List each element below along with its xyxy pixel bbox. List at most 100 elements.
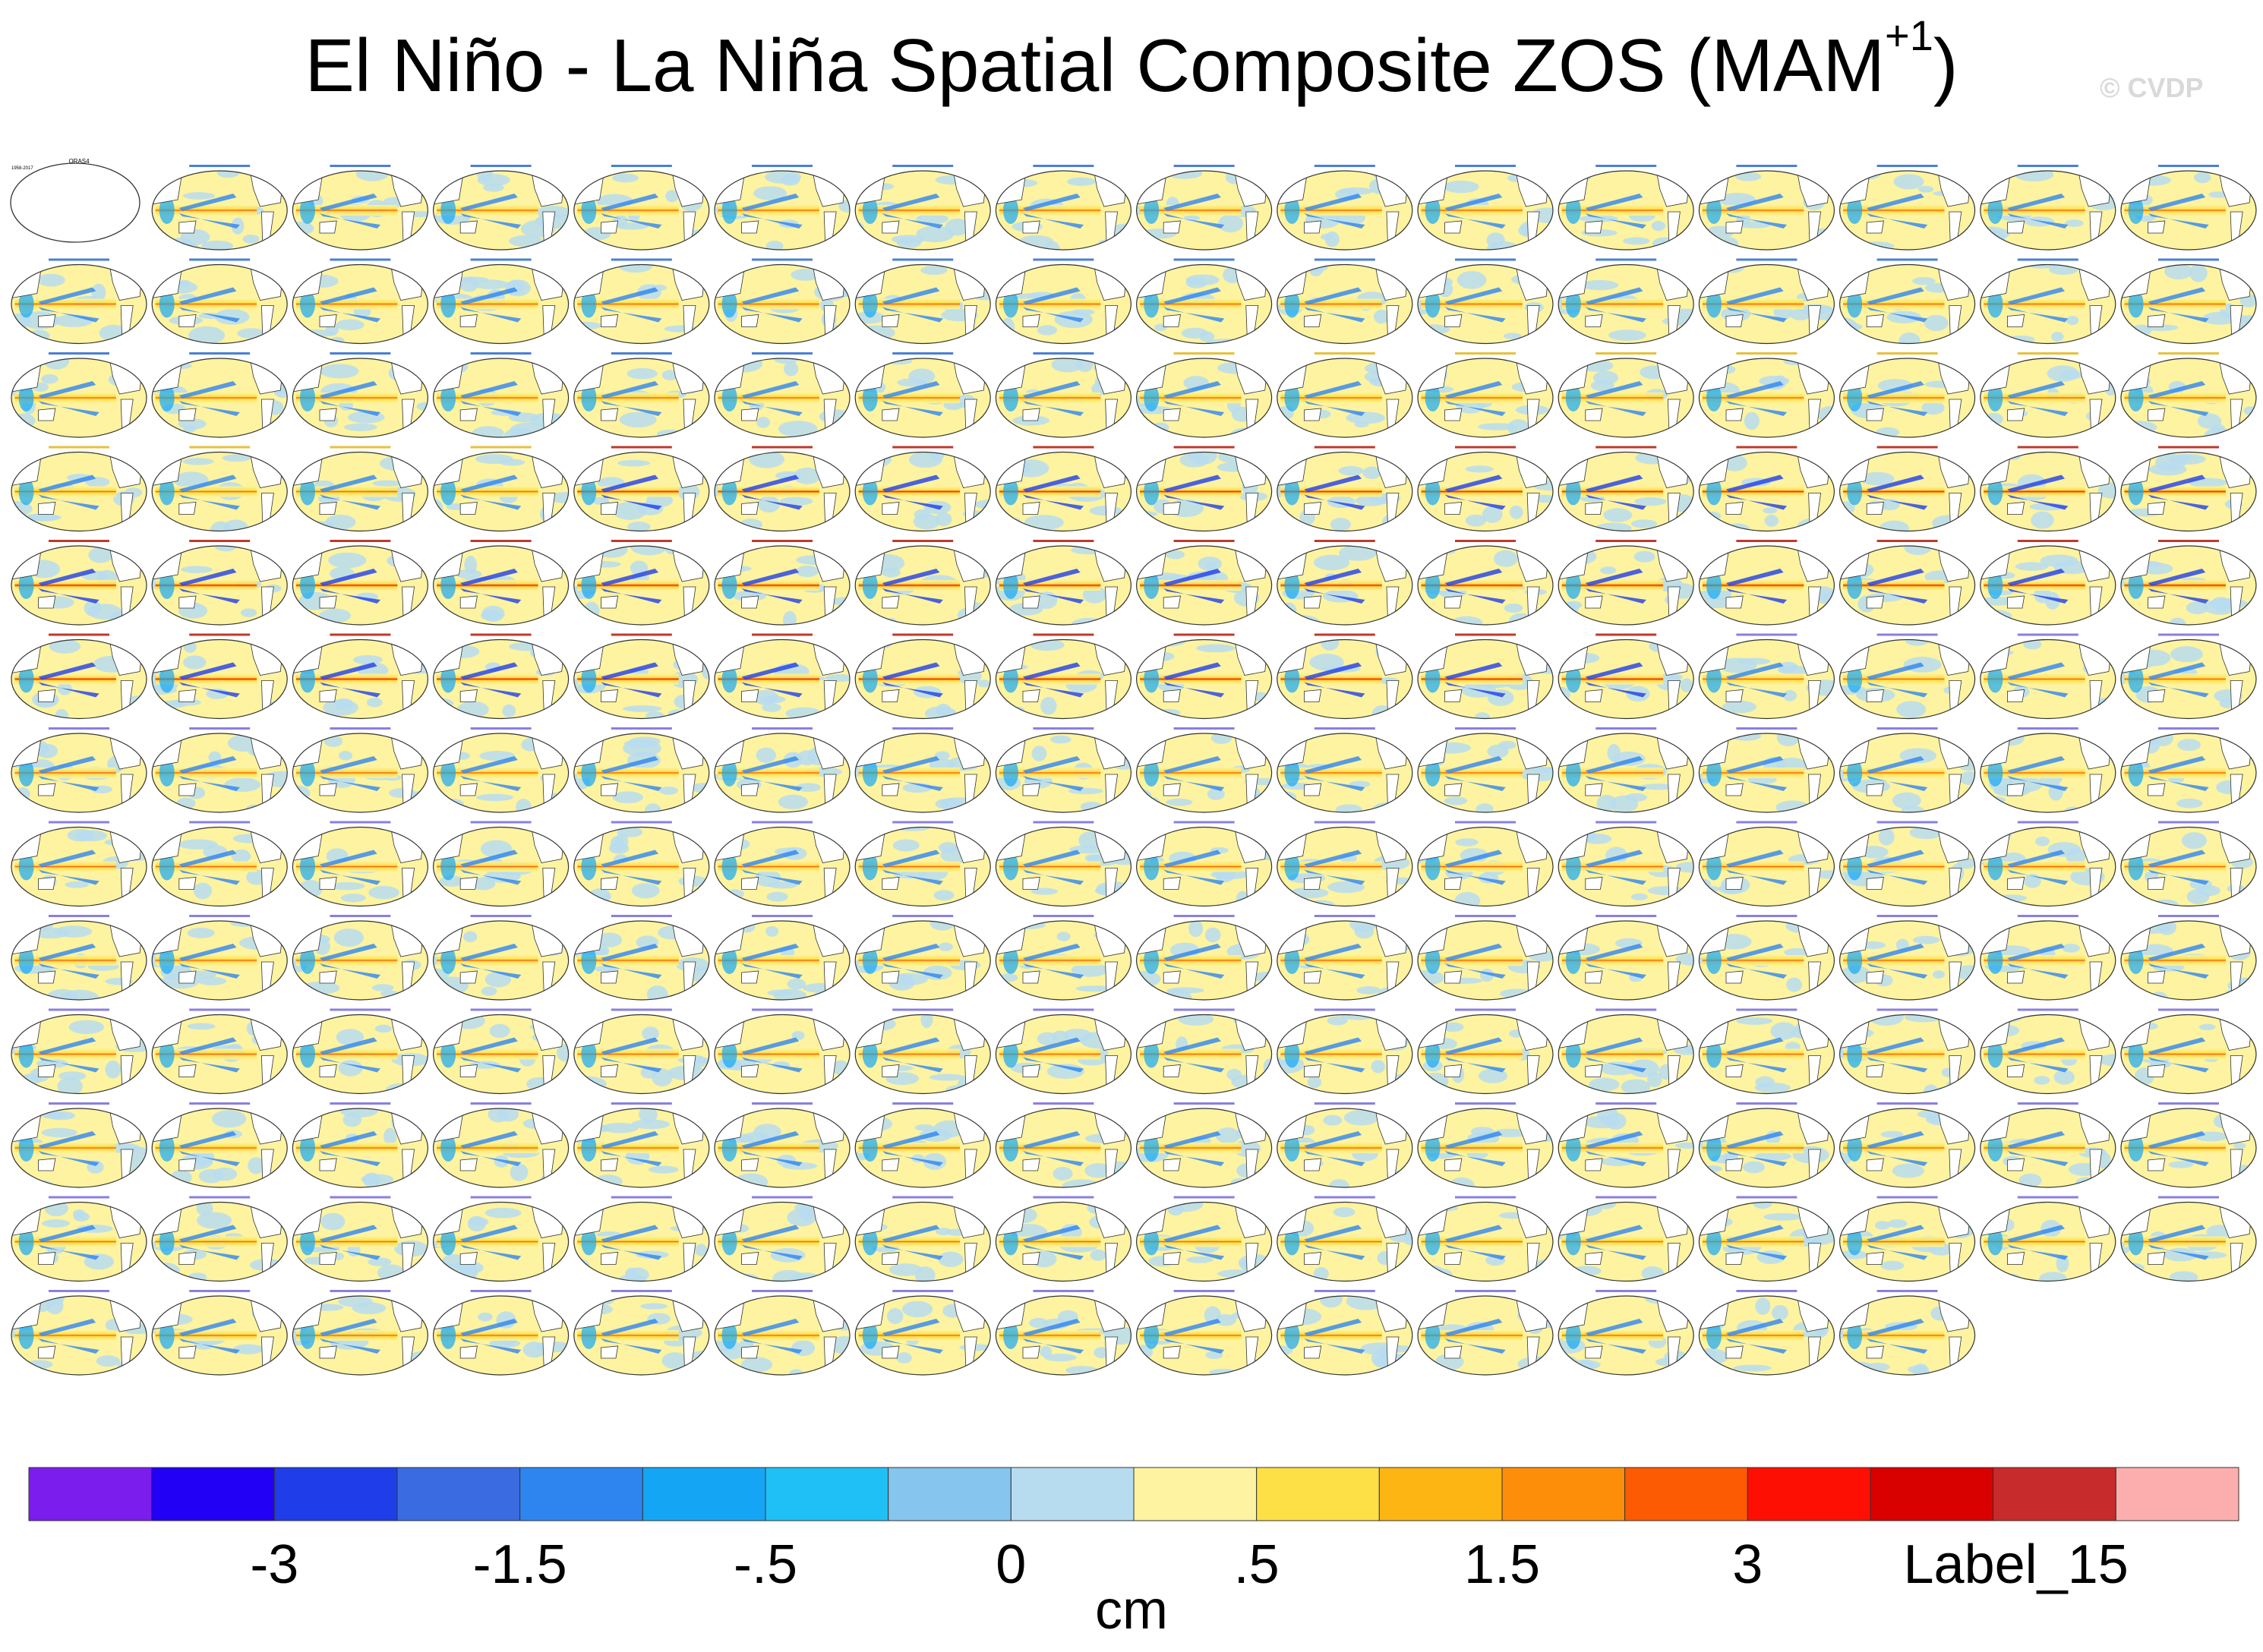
map-panel — [995, 821, 1132, 907]
panel-title-mark — [752, 633, 813, 636]
panel-title-mark — [752, 258, 813, 261]
panel-title-mark — [330, 1290, 391, 1292]
panel-title-mark — [1033, 821, 1094, 824]
panel-title-mark — [2158, 821, 2219, 824]
panel-title-mark — [330, 633, 391, 636]
panel-title-mark — [1595, 915, 1657, 917]
map-panel — [292, 633, 428, 720]
map-panel — [1698, 1290, 1835, 1376]
panel-title-mark — [892, 1196, 954, 1199]
panel-title-mark — [1314, 821, 1375, 824]
map-panel-grid: ORAS4 1958-2017 — [10, 158, 2257, 1376]
colorbar-box — [1747, 1467, 1871, 1521]
panel-title-mark — [2158, 165, 2219, 167]
map-panel — [11, 446, 147, 532]
panel-title-mark — [330, 915, 391, 917]
panel-title-mark — [330, 165, 391, 167]
map-panel — [1417, 915, 1554, 1001]
panel-title-mark — [892, 165, 954, 167]
panel-title-mark — [1033, 915, 1094, 917]
map-panel — [1277, 446, 1413, 532]
panel-title-mark — [1876, 915, 1938, 917]
panel-title-mark — [1314, 165, 1375, 167]
panel-title-mark — [49, 821, 109, 824]
panel-title-mark — [1033, 165, 1094, 167]
panel-title-mark — [1736, 540, 1797, 542]
panel-title-mark — [330, 446, 391, 449]
map-panel — [1980, 446, 2116, 532]
panel-title-mark — [1314, 727, 1375, 730]
panel-title-mark — [1455, 1008, 1516, 1011]
panel-title-mark — [330, 352, 391, 355]
panel-title-mark — [2158, 540, 2219, 542]
panel-title-mark — [752, 1196, 813, 1199]
panel-title-mark — [330, 821, 391, 824]
map-panel — [11, 540, 147, 626]
map-panel — [1417, 1102, 1554, 1188]
panel-title-mark — [49, 258, 109, 261]
panel-title-mark — [1876, 821, 1938, 824]
map-panel — [714, 1290, 851, 1376]
panel-title-mark — [1595, 727, 1657, 730]
map-panel — [1839, 633, 1976, 720]
panel-title-mark — [752, 727, 813, 730]
colorbar-box — [151, 1467, 275, 1521]
colorbar-box — [1870, 1467, 1994, 1521]
map-panel — [854, 1102, 991, 1188]
colorbar-box — [273, 1467, 398, 1521]
map-panel — [1417, 258, 1554, 345]
colorbar-tick-label: 0 — [996, 1534, 1027, 1595]
map-panel — [854, 258, 991, 345]
panel-title-mark — [752, 446, 813, 449]
panel-title-mark — [470, 258, 532, 261]
panel-title-mark — [611, 1290, 672, 1292]
panel-title-mark — [611, 821, 672, 824]
panel-title-mark — [470, 915, 532, 917]
panel-title-mark — [611, 446, 672, 449]
colorbar-tick-label: 3 — [1732, 1534, 1763, 1595]
map-panel — [1277, 915, 1413, 1001]
colorbar-units: cm — [1095, 1580, 1168, 1641]
panel-title-mark — [1033, 1196, 1094, 1199]
panel-title-mark — [189, 1008, 251, 1011]
panel-title-mark — [752, 915, 813, 917]
map-panel — [432, 258, 570, 345]
chart-title-close: ) — [1933, 24, 1958, 107]
map-panel — [151, 1196, 288, 1282]
map-panel — [11, 1290, 147, 1376]
panel-title-mark — [1033, 633, 1094, 636]
panel-title-mark — [49, 633, 109, 636]
panel-title-mark — [1314, 446, 1375, 449]
colorbar-tick-label: -3 — [250, 1534, 299, 1595]
panel-title-mark — [2158, 727, 2219, 730]
panel-title-mark — [1595, 633, 1657, 636]
map-panel — [1135, 821, 1273, 907]
panel-title-mark — [611, 727, 672, 730]
panel-title-mark — [892, 540, 954, 542]
panel-title-mark — [1876, 1008, 1938, 1011]
map-panel — [2120, 821, 2257, 907]
panel-title-mark — [2158, 1102, 2219, 1105]
map-panel — [1980, 633, 2116, 720]
panel-title-mark — [1595, 352, 1657, 355]
colorbar-box — [765, 1467, 889, 1521]
colorbar-tick-label: Label_15 — [1903, 1534, 2129, 1595]
panel-title-mark — [189, 352, 251, 355]
map-panel — [1839, 915, 1976, 1001]
panel-title-mark — [1595, 540, 1657, 542]
map-panel — [11, 352, 147, 438]
panel-title-mark — [1736, 633, 1797, 636]
panel-title-mark — [1736, 1102, 1797, 1105]
panel-title-mark — [2158, 258, 2219, 261]
colorbar-tick-label: .5 — [1233, 1534, 1280, 1595]
panel-title-mark — [1455, 446, 1516, 449]
panel-title-mark — [1595, 258, 1657, 261]
panel-title-mark — [1595, 446, 1657, 449]
map-panel — [1698, 352, 1835, 438]
map-panel — [995, 258, 1132, 345]
panel-title-mark — [49, 540, 109, 542]
panel-title-mark — [2158, 352, 2219, 355]
panel-title-mark — [189, 633, 251, 636]
colorbar-tick-label: -.5 — [733, 1534, 798, 1595]
panel-title-mark — [330, 1102, 391, 1105]
